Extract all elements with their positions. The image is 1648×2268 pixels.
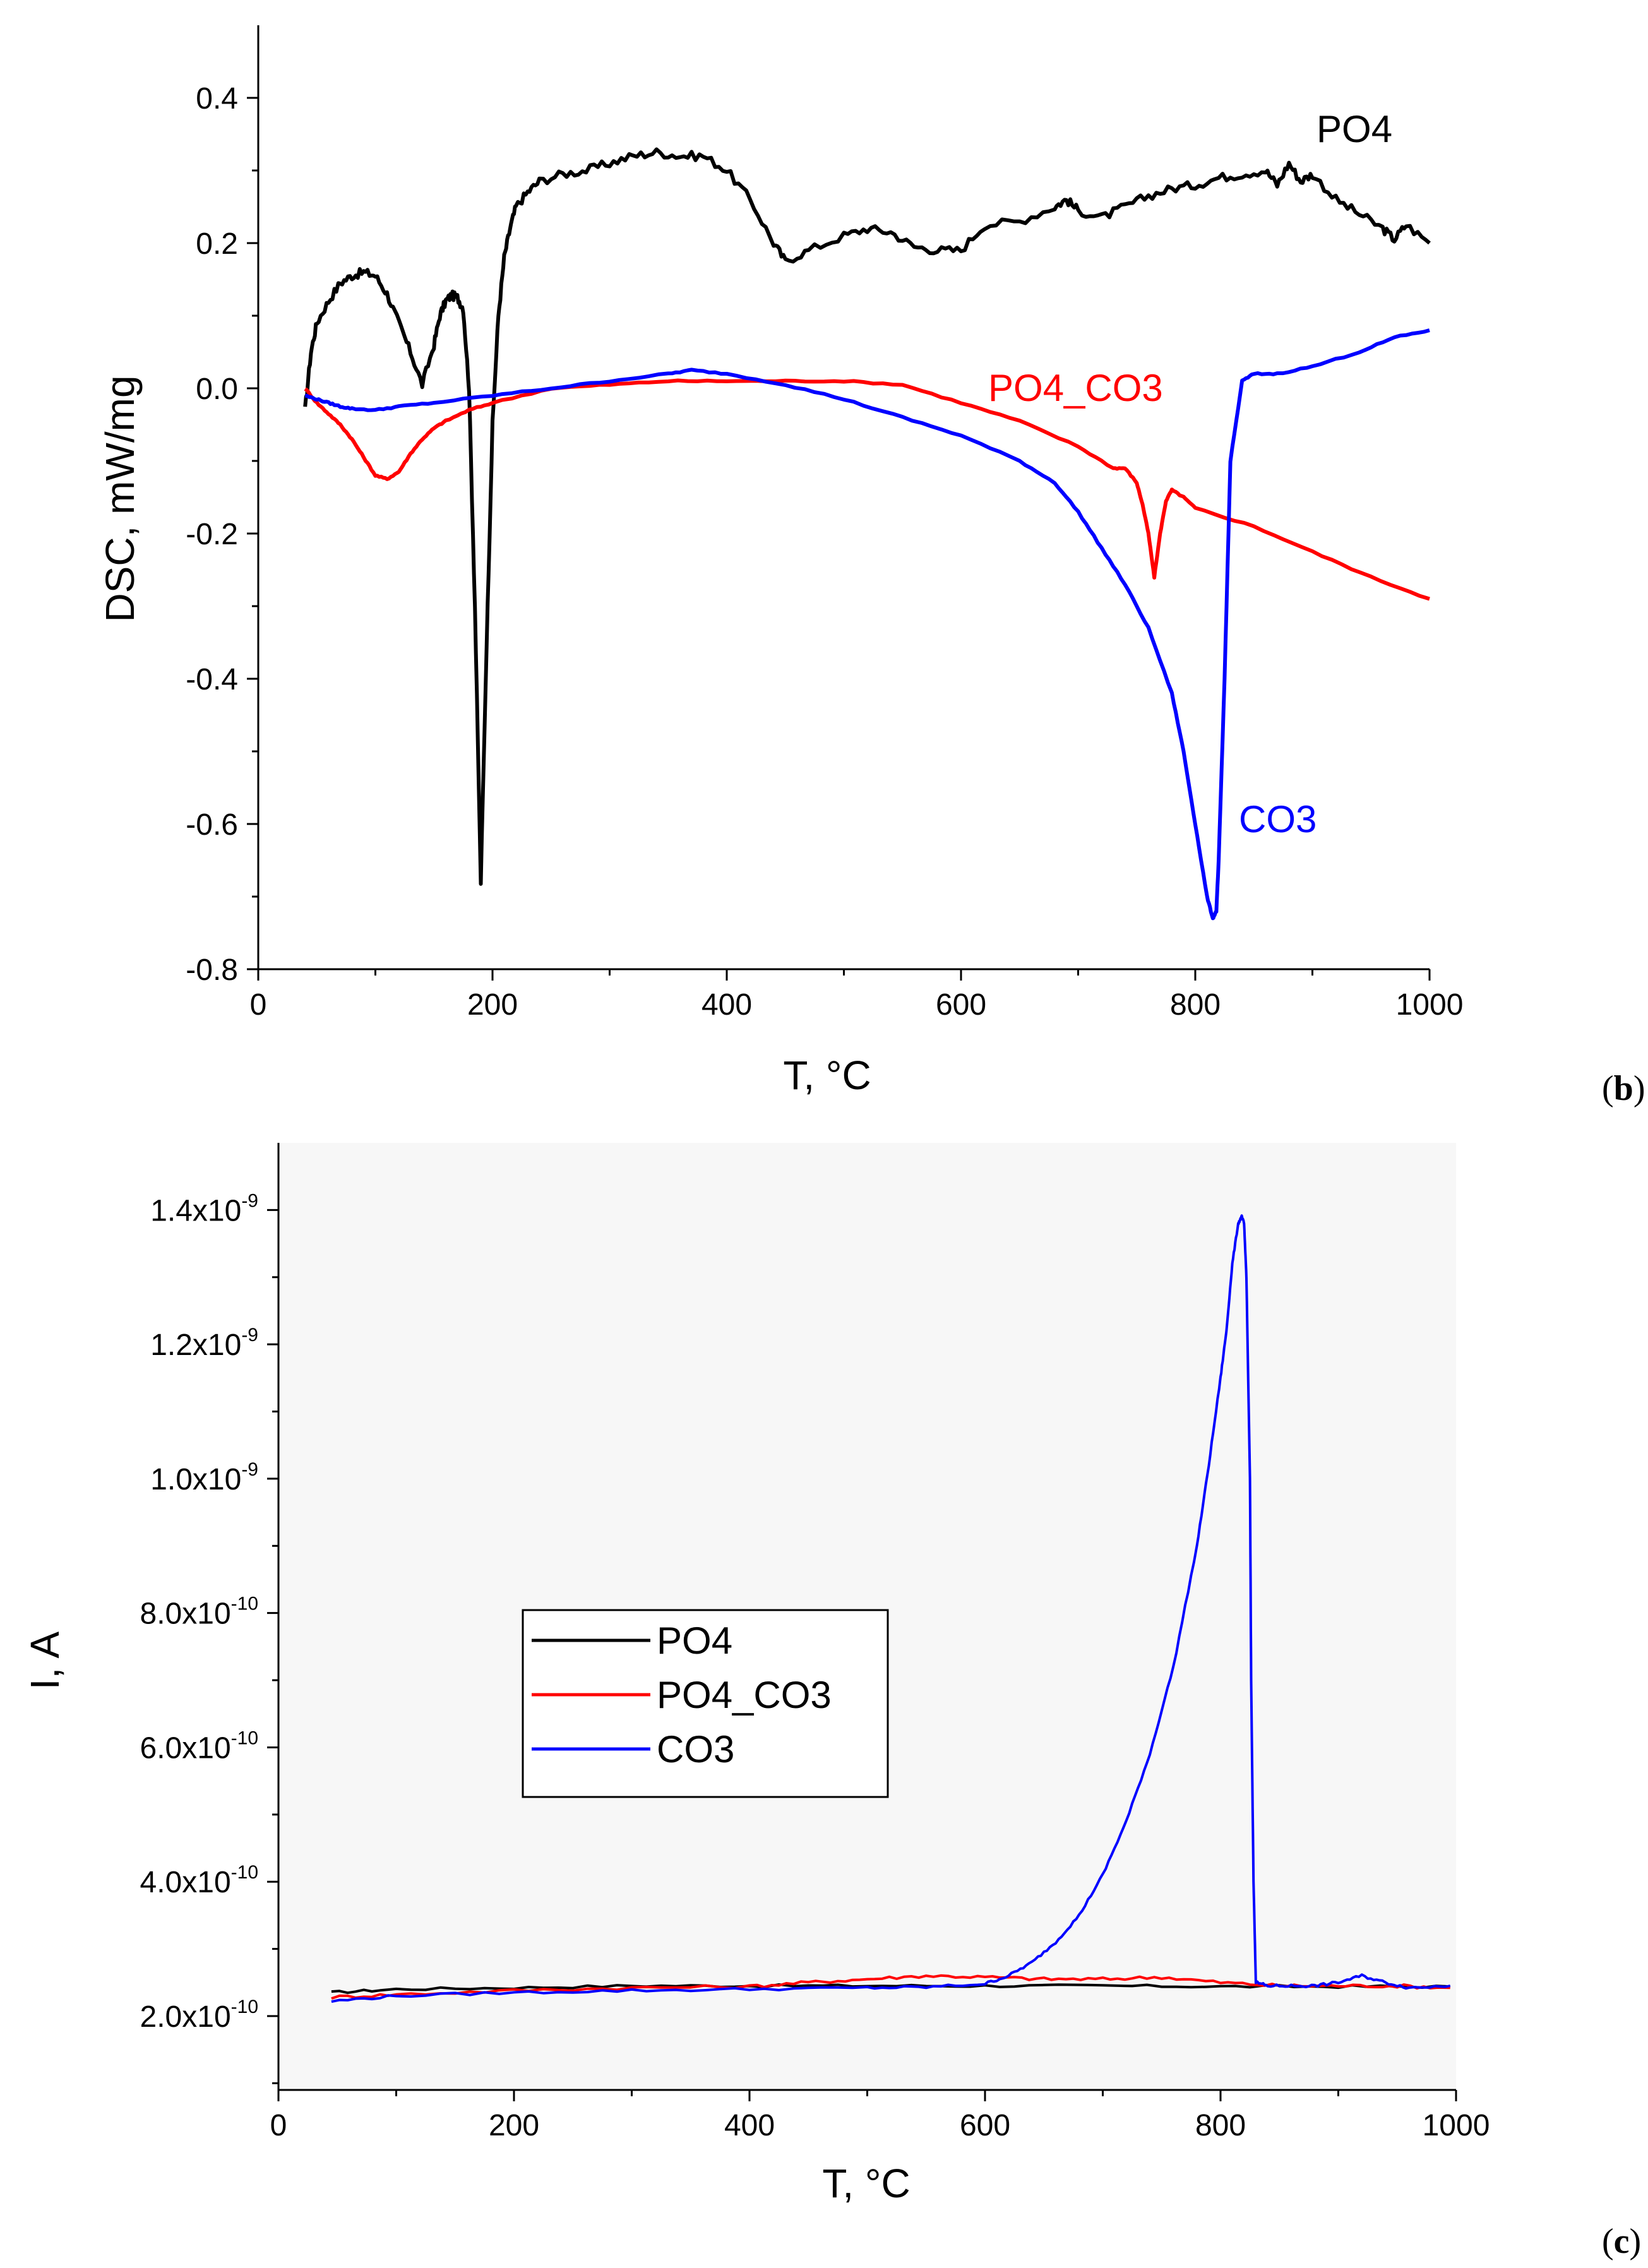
current-series-co3 — [331, 1214, 1451, 2003]
current-chart-panel: 0 200 400 600 800 1000 2.0x10-10 4.0x10-10 6.0x1… — [22, 1143, 1641, 2261]
dsc-x-axis-label: T, °C — [783, 1053, 871, 1098]
dsc-panel-letter: b — [1614, 1069, 1633, 1108]
current-x-tick-label: 400 — [724, 2109, 775, 2142]
dsc-ticks: 0 200 400 600 800 1000 -0.8 -0.6 -0.4 -0.2 0.0 0.2 0… — [186, 82, 1463, 1022]
dsc-series-group — [303, 147, 1431, 921]
current-y-tick-label: 8.0x10-10 — [140, 1594, 258, 1631]
dsc-annotation-po4-co3: PO4_CO3 — [988, 367, 1163, 409]
dsc-x-tick-label: 600 — [936, 988, 986, 1022]
dsc-x-tick-label: 800 — [1170, 988, 1221, 1022]
current-x-axis-label: T, °C — [822, 2161, 910, 2206]
dsc-plot-area — [258, 25, 1430, 969]
dsc-series-co3 — [305, 328, 1430, 921]
legend: PO4 PO4_CO3 CO3 — [522, 1609, 889, 1798]
current-y-tick-label: 1.4x10-9 — [150, 1190, 258, 1227]
current-y-tick-label: 6.0x10-10 — [140, 1728, 258, 1765]
current-y-axis-label: I, A — [22, 1631, 68, 1690]
current-x-tick-label: 800 — [1195, 2109, 1246, 2142]
current-x-tick-label: 600 — [960, 2109, 1010, 2142]
dsc-x-tick-label: 200 — [467, 988, 518, 1022]
dsc-x-tick-label: 0 — [250, 988, 267, 1022]
legend-label-po4-co3: PO4_CO3 — [657, 1674, 832, 1716]
legend-label-po4: PO4 — [657, 1620, 732, 1662]
dsc-chart-panel: 0 200 400 600 800 1000 -0.8 -0.6 -0.4 -0.2 0.0 0.2 0… — [97, 25, 1645, 1108]
dsc-series-po4-co3 — [304, 378, 1430, 601]
current-y-tick-label: 2.0x10-10 — [140, 1996, 258, 2034]
current-series-group — [331, 1214, 1451, 2003]
dsc-x-tick-label: 1000 — [1396, 988, 1464, 1022]
dsc-y-tick-label: -0.8 — [186, 953, 238, 987]
legend-label-co3: CO3 — [657, 1728, 734, 1770]
current-ticks: 0 200 400 600 800 1000 2.0x10-10 4.0x10-10 6.0x1… — [140, 1190, 1490, 2142]
dsc-annotation-po4: PO4 — [1317, 108, 1392, 150]
dsc-y-axis-label: DSC, mW/mg — [97, 375, 143, 622]
current-y-tick-label: 1.2x10-9 — [150, 1325, 258, 1362]
dsc-y-tick-label: 0.2 — [196, 227, 238, 261]
current-x-tick-label: 1000 — [1423, 2109, 1490, 2142]
dsc-y-tick-label: 0.0 — [196, 373, 238, 406]
current-x-tick-label: 200 — [489, 2109, 539, 2142]
dsc-y-tick-label: -0.4 — [186, 663, 238, 696]
current-y-tick-label: 4.0x10-10 — [140, 1862, 258, 1899]
dsc-annotation-co3: CO3 — [1239, 798, 1317, 840]
dsc-series-po4 — [303, 147, 1431, 886]
dsc-y-tick-label: -0.6 — [186, 808, 238, 842]
dsc-y-tick-label: 0.4 — [196, 82, 238, 116]
dsc-y-tick-label: -0.2 — [186, 518, 238, 551]
dsc-x-tick-label: 400 — [702, 988, 752, 1022]
current-y-tick-label: 1.0x10-9 — [150, 1459, 258, 1496]
current-x-tick-label: 0 — [270, 2109, 287, 2142]
current-panel-label: (c) — [1602, 2222, 1641, 2261]
current-panel-letter: c — [1614, 2222, 1630, 2261]
dsc-panel-label: (b) — [1602, 1069, 1645, 1108]
